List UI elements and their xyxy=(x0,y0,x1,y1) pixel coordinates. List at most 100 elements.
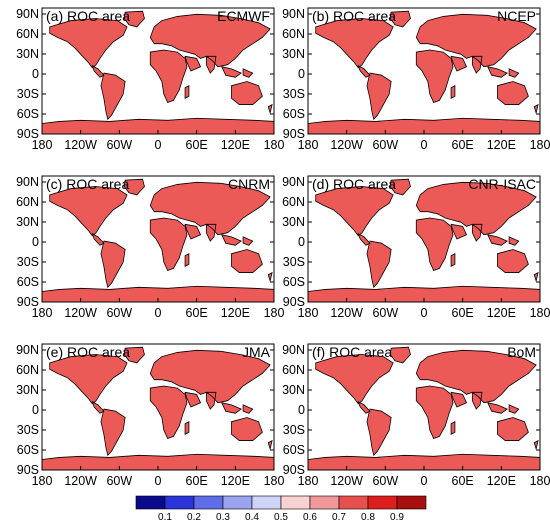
colorbar-swatch xyxy=(309,495,340,510)
lat-label: 90N xyxy=(282,7,305,21)
lon-label: 60E xyxy=(186,138,208,152)
lat-label: 90S xyxy=(17,127,39,141)
lat-label: 90N xyxy=(16,175,39,189)
lon-label: 180 xyxy=(264,474,285,488)
colorbar-swatch xyxy=(396,495,427,510)
lon-label: 120E xyxy=(487,474,516,488)
lat-label: 30N xyxy=(282,215,305,229)
panel-model-name: NCEP xyxy=(497,8,536,24)
colorbar-swatch xyxy=(135,495,166,510)
lat-label: 30S xyxy=(283,255,305,269)
lon-label: 180 xyxy=(530,474,550,488)
lat-label: 60N xyxy=(16,363,39,377)
map-panel-4: (d) ROC area CNR-ISAC90N60N30N030S60S90S1… xyxy=(282,175,550,320)
lon-label: 120E xyxy=(221,138,250,152)
lat-label: 30S xyxy=(283,87,305,101)
lon-label: 180 xyxy=(32,474,53,488)
lon-label: 60W xyxy=(372,474,398,488)
lon-label: 0 xyxy=(421,138,428,152)
lon-label: 180 xyxy=(298,138,319,152)
lon-label: 120E xyxy=(487,138,516,152)
panel-model-name: CNRM xyxy=(228,176,270,192)
lon-label: 60E xyxy=(452,138,474,152)
colorbar-label: 0.1 xyxy=(158,512,172,523)
colorbar-label: 0.2 xyxy=(187,512,201,523)
colorbar-label: 0.4 xyxy=(245,512,259,523)
lat-label: 30N xyxy=(16,47,39,61)
lat-label: 90N xyxy=(282,175,305,189)
lat-label: 90S xyxy=(283,127,305,141)
lon-label: 60E xyxy=(186,306,208,320)
lon-label: 0 xyxy=(421,306,428,320)
lon-label: 60W xyxy=(106,138,132,152)
lat-label: 60S xyxy=(17,443,39,457)
lon-label: 180 xyxy=(298,306,319,320)
panel-label: (d) ROC area xyxy=(312,176,396,192)
map-field xyxy=(42,344,274,470)
lon-label: 60W xyxy=(372,138,398,152)
map-field xyxy=(308,176,540,302)
colorbar-swatch xyxy=(222,495,253,510)
lon-label: 60E xyxy=(452,474,474,488)
colorbar-swatch xyxy=(251,495,282,510)
lat-label: 0 xyxy=(298,235,305,249)
panel-label: (b) ROC area xyxy=(312,8,396,24)
lat-label: 30N xyxy=(16,215,39,229)
lon-label: 0 xyxy=(155,138,162,152)
map-field xyxy=(308,344,540,470)
lat-label: 60N xyxy=(16,27,39,41)
panel-model-name: CNR-ISAC xyxy=(468,176,536,192)
lat-label: 30N xyxy=(282,47,305,61)
map-field xyxy=(308,8,540,134)
lat-label: 90N xyxy=(16,7,39,21)
lon-label: 60W xyxy=(106,474,132,488)
panel-model-name: JMA xyxy=(242,344,271,360)
colorbar-label: 0.6 xyxy=(303,512,317,523)
lat-label: 60S xyxy=(283,275,305,289)
lat-label: 30S xyxy=(17,87,39,101)
lat-label: 60S xyxy=(283,107,305,121)
colorbar-label: 0.8 xyxy=(361,512,375,523)
lon-label: 120W xyxy=(330,306,363,320)
lat-label: 0 xyxy=(32,403,39,417)
panel-label: (c) ROC area xyxy=(46,176,129,192)
lon-label: 120W xyxy=(64,138,97,152)
lat-label: 30N xyxy=(16,383,39,397)
lon-label: 120W xyxy=(330,138,363,152)
lat-label: 30S xyxy=(17,255,39,269)
lon-label: 120E xyxy=(221,474,250,488)
map-field xyxy=(42,176,274,302)
panel-model-name: BoM xyxy=(507,344,536,360)
lat-label: 30N xyxy=(282,383,305,397)
lat-label: 90N xyxy=(16,343,39,357)
lat-label: 30S xyxy=(17,423,39,437)
lat-label: 60S xyxy=(17,275,39,289)
colorbar-label: 0.9 xyxy=(390,512,404,523)
lon-label: 180 xyxy=(32,306,53,320)
lon-label: 120W xyxy=(64,306,97,320)
lon-label: 120E xyxy=(487,306,516,320)
colorbar-swatch xyxy=(367,495,398,510)
colorbar-label: 0.7 xyxy=(332,512,346,523)
lon-label: 180 xyxy=(298,474,319,488)
map-field xyxy=(42,8,274,134)
lon-label: 120W xyxy=(64,474,97,488)
lat-label: 90N xyxy=(282,343,305,357)
panel-model-name: ECMWF xyxy=(217,8,270,24)
lat-label: 90S xyxy=(283,295,305,309)
lon-label: 60E xyxy=(186,474,208,488)
lat-label: 60S xyxy=(17,107,39,121)
lat-label: 0 xyxy=(298,67,305,81)
lat-label: 90S xyxy=(17,463,39,477)
lon-label: 180 xyxy=(264,306,285,320)
lat-label: 90S xyxy=(17,295,39,309)
colorbar-label: 0.5 xyxy=(274,512,288,523)
colorbar-swatch xyxy=(164,495,195,510)
lon-label: 120W xyxy=(330,474,363,488)
lon-label: 0 xyxy=(155,474,162,488)
colorbar-label: 0.3 xyxy=(216,512,230,523)
lon-label: 180 xyxy=(530,138,550,152)
